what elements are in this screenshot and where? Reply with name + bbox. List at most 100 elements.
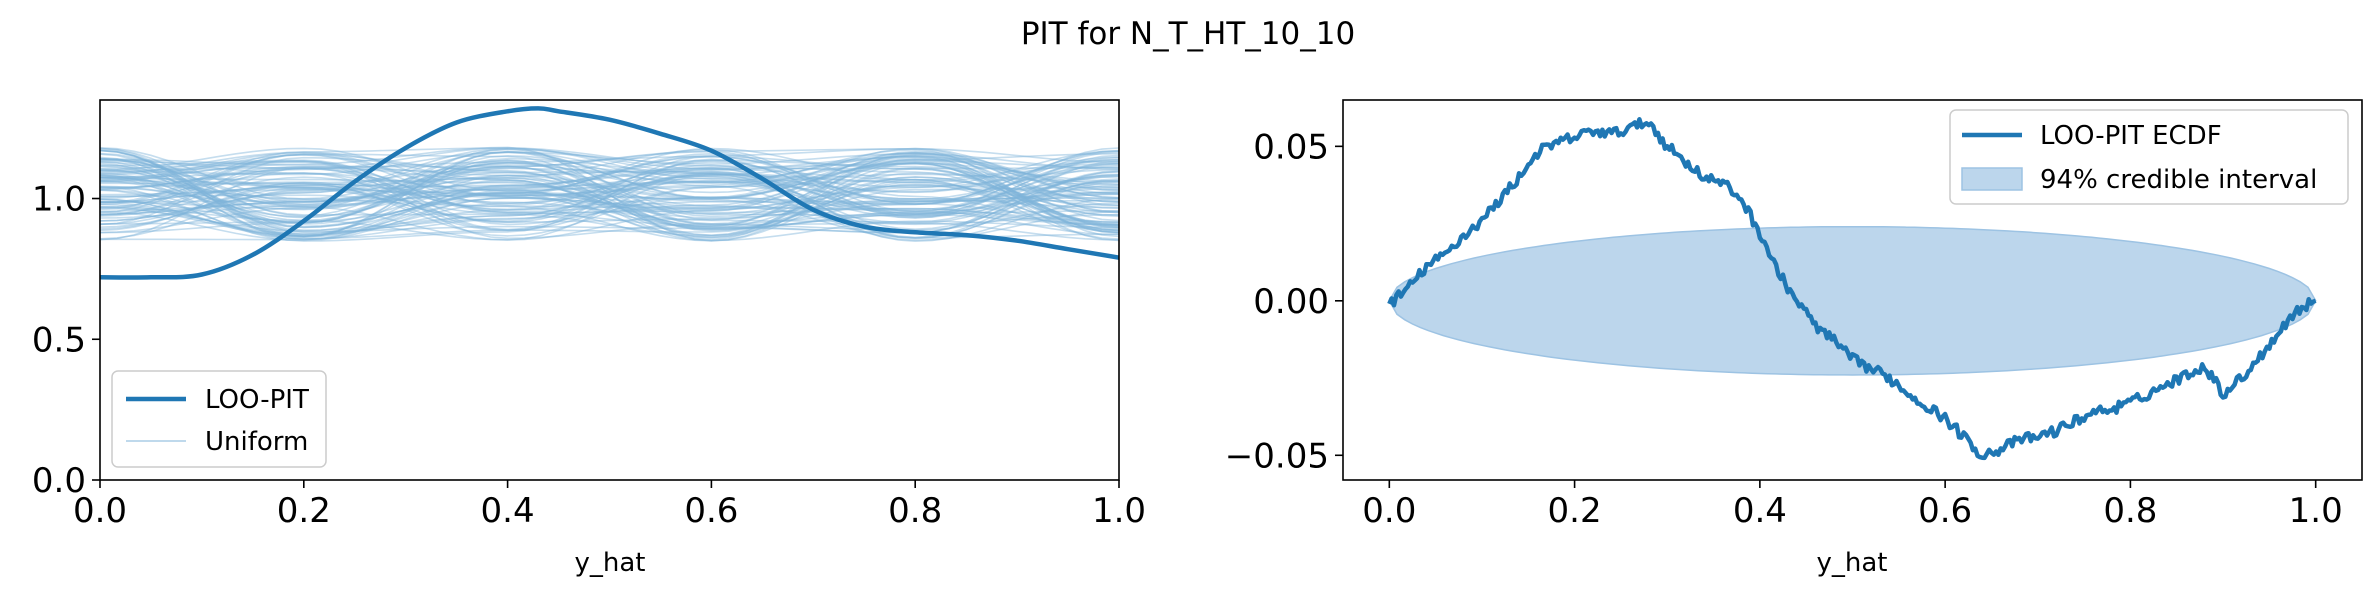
uniform-curve <box>100 156 1119 237</box>
right-xtick-label: 0.8 <box>2103 491 2157 531</box>
uniform-curve <box>100 147 1119 192</box>
uniform-curve <box>100 172 1119 233</box>
uniform-curve <box>100 158 1119 219</box>
uniform-curve <box>100 154 1119 242</box>
uniform-curve <box>100 147 1119 221</box>
uniform-curve <box>100 147 1119 237</box>
left-xtick-label: 0.0 <box>73 491 127 531</box>
uniform-curve <box>100 165 1119 237</box>
uniform-curve <box>100 159 1119 238</box>
uniform-curve <box>100 175 1119 239</box>
uniform-curve <box>100 148 1119 222</box>
uniform-curve <box>100 172 1119 236</box>
uniform-curve <box>100 159 1119 226</box>
uniform-curve <box>100 162 1119 238</box>
legend-label-uniform: Uniform <box>205 427 308 457</box>
uniform-curve <box>100 151 1119 225</box>
uniform-curve <box>100 151 1119 209</box>
uniform-curve <box>100 155 1119 217</box>
uniform-curve <box>100 152 1119 237</box>
uniform-curve <box>100 160 1119 234</box>
uniform-curve <box>100 161 1119 234</box>
legend-label-credible-interval: 94% credible interval <box>2040 165 2317 195</box>
right-x-axis-label: y_hat <box>1817 548 1888 578</box>
uniform-curve <box>100 168 1119 241</box>
uniform-curve <box>100 153 1119 225</box>
uniform-curve <box>100 151 1119 241</box>
right-xtick-label: 0.0 <box>1362 491 1416 531</box>
uniform-curve <box>100 165 1119 231</box>
legend-label-ecdf: LOO-PIT ECDF <box>2040 121 2222 151</box>
uniform-curve <box>100 151 1119 222</box>
uniform-curve <box>100 154 1119 233</box>
uniform-curve <box>100 158 1119 227</box>
right-ytick-label: 0.00 <box>1253 282 1329 322</box>
uniform-curve <box>100 147 1119 232</box>
uniform-curve <box>100 155 1119 223</box>
uniform-curve <box>100 159 1119 231</box>
right-legend: LOO-PIT ECDF 94% credible interval <box>1949 109 2349 205</box>
figure-title: PIT for N_T_HT_10_10 <box>1021 16 1355 52</box>
uniform-curve <box>100 157 1119 224</box>
left-ytick-label: 1.0 <box>32 180 86 220</box>
loo-pit-ecdf-line-group <box>1387 117 2317 461</box>
uniform-curve <box>100 150 1119 218</box>
uniform-curve <box>100 164 1119 224</box>
uniform-curve <box>100 153 1119 233</box>
uniform-curve <box>100 150 1119 242</box>
right-xtick-label: 0.2 <box>1548 491 1602 531</box>
uniform-curve <box>100 179 1119 230</box>
uniform-curve <box>100 188 1119 242</box>
uniform-curve <box>100 161 1119 240</box>
left-legend: LOO-PIT Uniform <box>111 370 327 468</box>
uniform-curve <box>100 155 1119 241</box>
uniform-curve <box>100 176 1119 240</box>
uniform-curve <box>100 174 1119 231</box>
right-axes-frame <box>1342 99 2363 481</box>
uniform-curve <box>100 149 1119 243</box>
uniform-curve <box>100 162 1119 206</box>
left-x-ticks: 0.0 0.2 0.4 0.6 0.8 1.0 <box>73 480 1146 531</box>
uniform-curve <box>100 153 1119 234</box>
legend-swatch-credible-interval <box>1961 167 2023 191</box>
right-y-ticks: 0.05 0.00 −0.05 <box>1225 127 1343 476</box>
loo-pit-line <box>100 106 1119 280</box>
uniform-curve <box>100 180 1119 231</box>
uniform-curve <box>100 154 1119 242</box>
uniform-curve <box>100 156 1119 241</box>
uniform-curve <box>100 161 1119 216</box>
uniform-curve <box>100 148 1119 238</box>
uniform-curve <box>100 151 1119 239</box>
uniform-curve <box>100 151 1119 238</box>
left-chart: 0.0 0.2 0.4 0.6 0.8 1.0 0.0 0.5 1.0 y_hat LOO-P… <box>32 99 1146 578</box>
uniform-curve <box>100 168 1119 235</box>
uniform-curve <box>100 167 1119 226</box>
uniform-curve <box>100 149 1119 238</box>
uniform-curve <box>100 181 1119 223</box>
right-x-ticks: 0.0 0.2 0.4 0.6 0.8 1.0 <box>1362 480 2343 531</box>
uniform-curve <box>100 158 1119 203</box>
left-legend-box <box>111 370 327 468</box>
uniform-curve <box>100 152 1119 222</box>
uniform-curve <box>100 148 1119 213</box>
uniform-curve <box>100 147 1119 232</box>
uniform-curve <box>100 160 1119 197</box>
uniform-curve <box>100 147 1119 236</box>
right-xtick-label: 0.4 <box>1733 491 1787 531</box>
uniform-curve <box>100 173 1119 240</box>
right-legend-box <box>1949 109 2349 205</box>
loo-pit-ecdf-line <box>1387 117 2317 461</box>
right-xtick-label: 1.0 <box>2289 491 2343 531</box>
left-xtick-label: 0.4 <box>481 491 535 531</box>
uniform-curve <box>100 148 1119 210</box>
uniform-curve <box>100 156 1119 234</box>
uniform-curve <box>100 156 1119 208</box>
uniform-curve <box>100 158 1119 223</box>
right-ytick-label: −0.05 <box>1225 436 1329 476</box>
left-xtick-label: 0.8 <box>888 491 942 531</box>
uniform-curve <box>100 147 1119 232</box>
loo-pit-line-group <box>100 106 1119 280</box>
uniform-curve <box>100 167 1119 242</box>
uniform-curve <box>100 160 1119 226</box>
